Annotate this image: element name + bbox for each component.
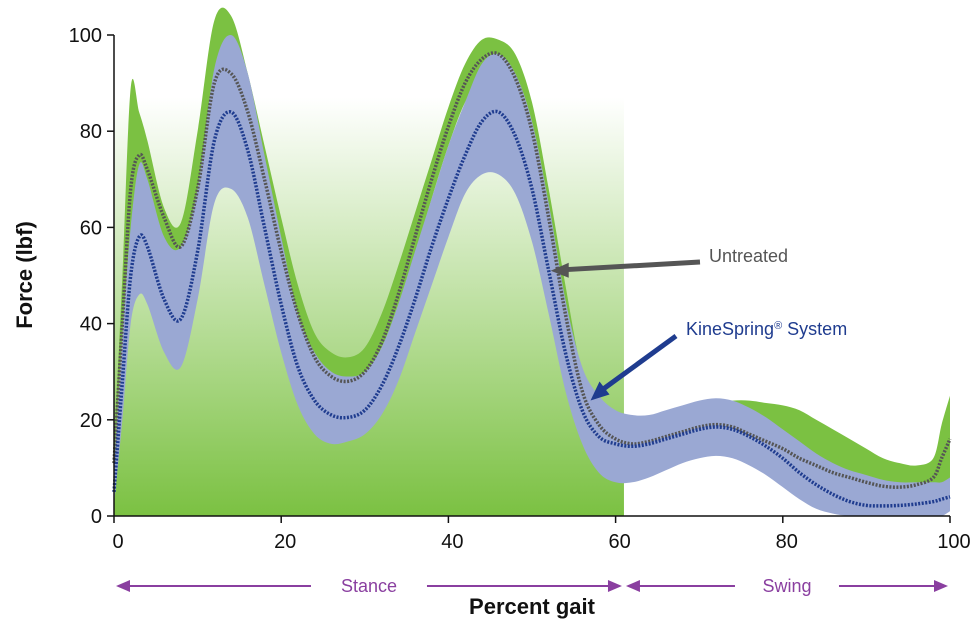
y-tick-label: 40 (80, 314, 102, 336)
kinespring-arrowhead (590, 381, 610, 401)
band-series-1 (114, 34, 950, 517)
confidence-bands (114, 7, 950, 517)
kinespring-arrow-shaft (601, 333, 678, 392)
x-tick-label: 100 (937, 531, 970, 553)
y-tick-label: 0 (91, 506, 102, 528)
y-tick-label: 60 (80, 217, 102, 239)
untreated-arrow-shaft (564, 259, 701, 273)
y-tick-label: 100 (69, 25, 102, 47)
y-tick-label: 20 (80, 410, 102, 432)
line-series-1 (112, 109, 951, 508)
kinespring-label: KineSpring® System (686, 319, 847, 339)
axes (113, 35, 950, 517)
series-annotations: Untreated KineSpring® System (550, 246, 847, 401)
x-tick-label: 40 (441, 531, 463, 553)
x-tick-label: 60 (608, 531, 630, 553)
untreated-arrowhead (550, 262, 569, 278)
phase-label-0: Stance (341, 576, 397, 596)
series-lines (112, 51, 952, 508)
phase-label-1: Swing (762, 576, 811, 596)
y-axis-title: Force (lbf) (12, 221, 37, 329)
x-tick-label: 20 (274, 531, 296, 553)
phase-arrowhead-right (607, 580, 622, 592)
phase-arrowhead-left (116, 580, 130, 592)
axis-ticks: 0 20 40 60 80 100 0 20 40 60 80 100 (69, 25, 970, 553)
y-tick-label: 80 (80, 121, 102, 143)
x-axis-title: Percent gait (469, 594, 596, 619)
x-tick-label: 80 (776, 531, 798, 553)
gait-phase-indicators: Stance Swing (116, 576, 948, 596)
untreated-label: Untreated (709, 246, 788, 266)
phase-arrowhead-left (625, 580, 640, 592)
x-tick-label: 0 (112, 531, 123, 553)
phase-arrowhead-right (934, 580, 948, 592)
line-series-0 (112, 51, 952, 489)
